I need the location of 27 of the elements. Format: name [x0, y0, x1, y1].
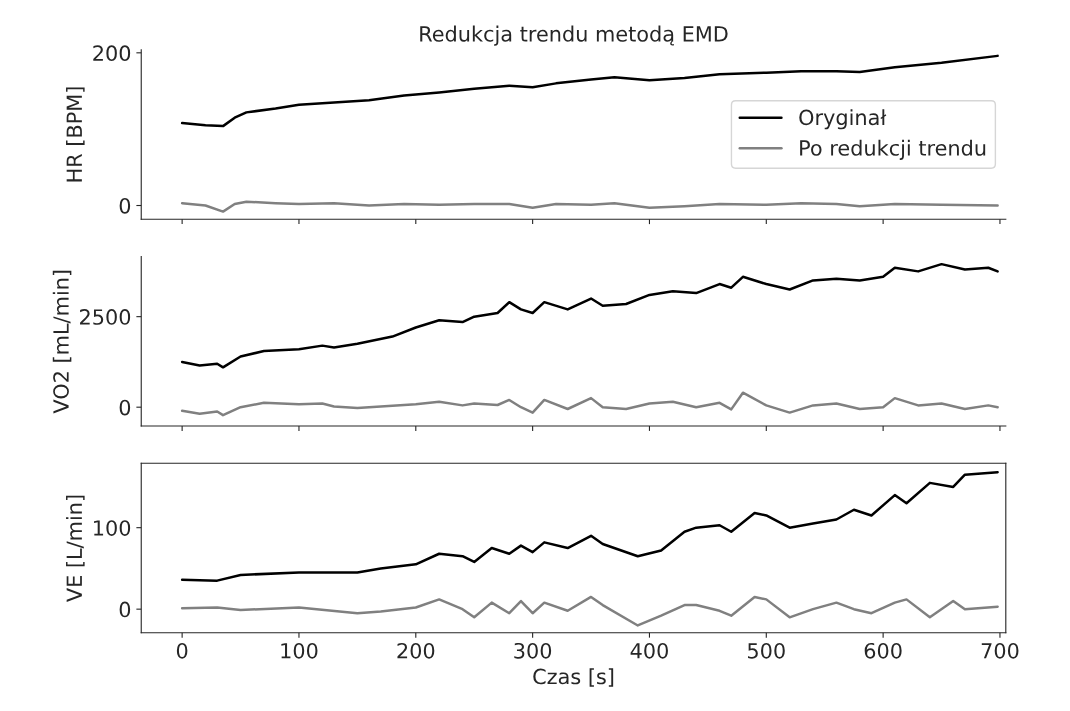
- y-tick-label: 0: [119, 197, 131, 214]
- line-series: [180, 262, 999, 369]
- chart-title: Redukcja trendu metodą EMD: [420, 25, 728, 46]
- y-axis-title: VO2 [mL/min]: [52, 270, 72, 414]
- y-axis-title: HR [BPM]: [66, 87, 85, 182]
- y-tick-label: 100: [94, 520, 131, 536]
- x-tick-label: 100: [281, 642, 318, 659]
- y-axis-title: VE [L/min]: [66, 495, 85, 602]
- line-series: [180, 200, 999, 213]
- line-series: [180, 471, 999, 582]
- line-series: [180, 391, 999, 417]
- x-axis-title: Czas [s]: [533, 668, 614, 687]
- legend-label: Po redukcji trendu: [800, 139, 986, 160]
- x-tick-label: 700: [981, 642, 1019, 659]
- y-tick-label: 0: [119, 601, 131, 618]
- x-tick-label: 200: [397, 642, 435, 659]
- x-tick-label: 400: [630, 642, 668, 659]
- x-tick-label: 0: [176, 642, 188, 659]
- line-series: [180, 595, 999, 627]
- y-tick-label: 200: [93, 45, 131, 62]
- y-tick-label: 0: [119, 399, 131, 416]
- legend-label: Oryginał: [799, 109, 887, 130]
- y-tick-label: 2500: [80, 309, 131, 325]
- x-tick-label: 500: [748, 642, 785, 659]
- x-tick-label: 300: [514, 642, 552, 659]
- x-tick-label: 600: [864, 642, 902, 659]
- line-series: [180, 54, 999, 128]
